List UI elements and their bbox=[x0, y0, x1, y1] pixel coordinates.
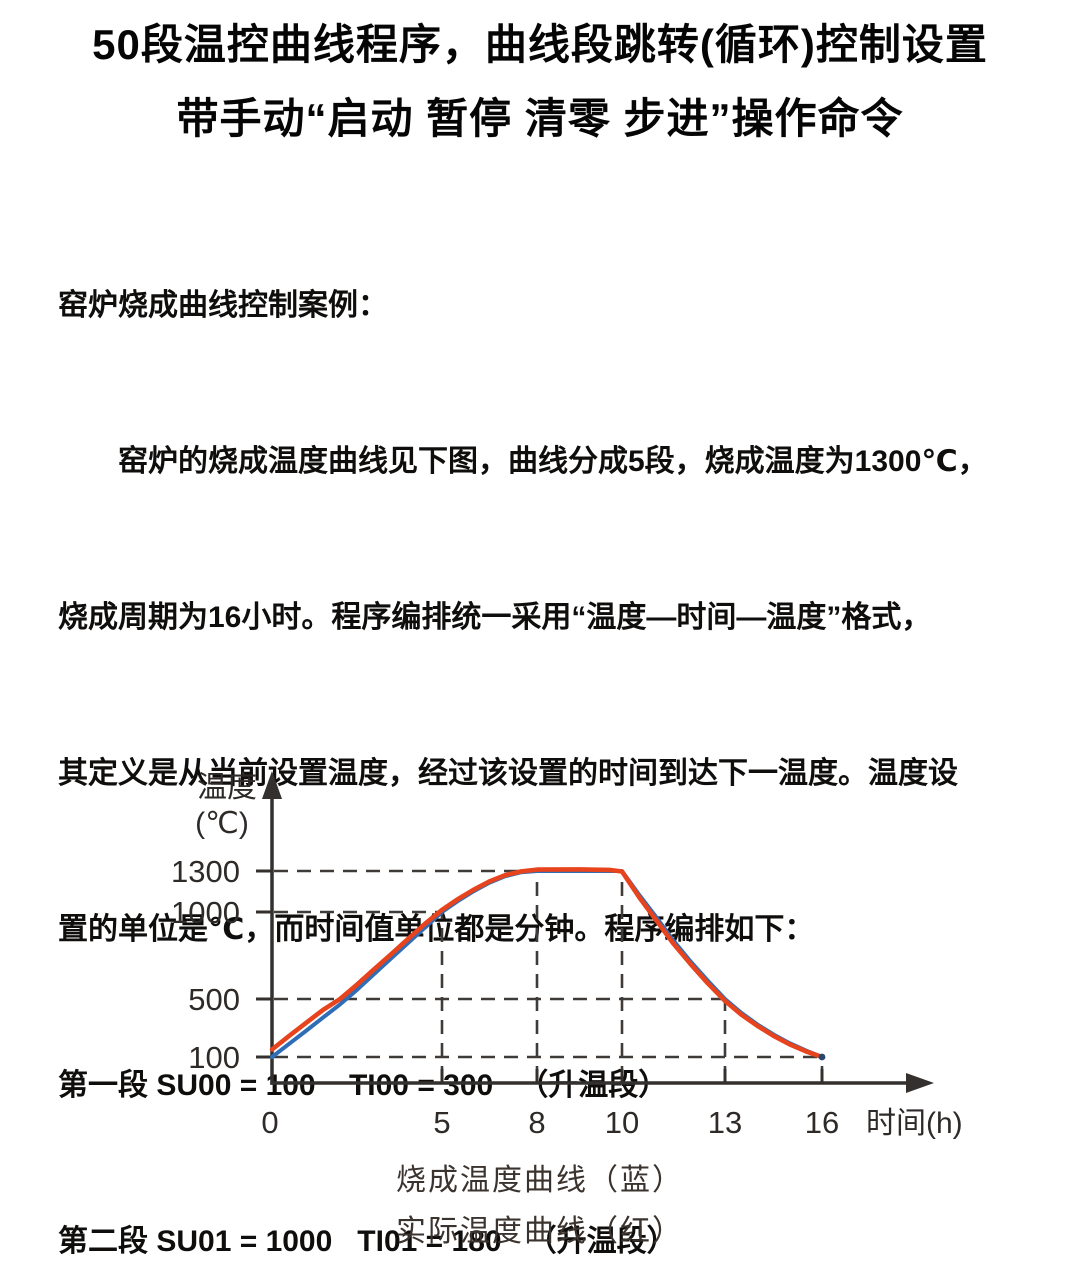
target-temperature-curve bbox=[270, 869, 824, 1059]
intro-heading: 窑炉烧成曲线控制案例： bbox=[58, 289, 388, 322]
title-line-2: 带手动“启动 暂停 清零 步进”操作命令 bbox=[176, 95, 904, 142]
x-axis-arrow-icon bbox=[906, 1073, 934, 1093]
y-axis-title: 温度 bbox=[197, 771, 257, 804]
x-tick-label-10: 10 bbox=[605, 1105, 639, 1140]
legend-blue-label: 烧成温度曲线（蓝） bbox=[396, 1164, 684, 1197]
temperature-curves bbox=[269, 867, 826, 1061]
y-axis-arrow-icon bbox=[262, 771, 282, 799]
x-tick-label-8: 8 bbox=[528, 1105, 545, 1140]
axis-ticks bbox=[256, 869, 824, 1083]
y-tick-label-500: 500 bbox=[188, 982, 240, 1017]
intro-line: 烧成周期为16小时。程序编排统一采用“温度—时间—温度”格式， bbox=[58, 601, 932, 634]
title-line-1: 50段温控曲线程序，曲线段跳转(循环)控制设置 bbox=[92, 21, 988, 68]
body-text: 窑炉烧成曲线控制案例： 窑炉的烧成温度曲线见下图，曲线分成5段，烧成温度为130… bbox=[58, 176, 1032, 1279]
x-axis-title: 时间(h) bbox=[866, 1107, 963, 1140]
firing-curve-chart: 温度 (℃) 时间(h) 1300 1000 500 100 0 5 8 10 … bbox=[0, 745, 1080, 1157]
y-axis-unit: (℃) bbox=[195, 807, 249, 840]
intro-line: 窑炉的烧成温度曲线见下图，曲线分成5段，烧成温度为1300℃， bbox=[58, 445, 988, 478]
document-title: 50段温控曲线程序，曲线段跳转(循环)控制设置 带手动“启动 暂停 清零 步进”… bbox=[0, 8, 1080, 156]
guide-lines bbox=[274, 869, 824, 1080]
legend-red-label: 实际温度曲线（红） bbox=[396, 1215, 684, 1248]
x-tick-label-16: 16 bbox=[805, 1105, 839, 1140]
y-tick-label-1300: 1300 bbox=[171, 854, 240, 889]
intro-line: 其定义是从当前设置温度，经过该设置的时间到达下一温度。温度设 bbox=[58, 757, 958, 790]
x-tick-label-0: 0 bbox=[261, 1105, 278, 1140]
y-tick-label-100: 100 bbox=[188, 1040, 240, 1075]
program-line-1: 第一段 SU00 = 100 TI00 = 300 （升温段） bbox=[58, 1069, 669, 1102]
x-tick-label-13: 13 bbox=[708, 1105, 742, 1140]
chart-legend: 烧成温度曲线（蓝） 实际温度曲线（红） bbox=[0, 1155, 1080, 1257]
program-line-2: 第二段 SU01 = 1000 TI01 = 180 （升温段） bbox=[58, 1225, 677, 1258]
y-tick-label-1000: 1000 bbox=[171, 895, 240, 930]
x-tick-label-5: 5 bbox=[433, 1105, 450, 1140]
chart-svg: 温度 (℃) 时间(h) 1300 1000 500 100 0 5 8 10 … bbox=[171, 771, 963, 1140]
curve-end-marker bbox=[818, 1053, 826, 1061]
actual-temperature-curve bbox=[269, 867, 825, 1060]
